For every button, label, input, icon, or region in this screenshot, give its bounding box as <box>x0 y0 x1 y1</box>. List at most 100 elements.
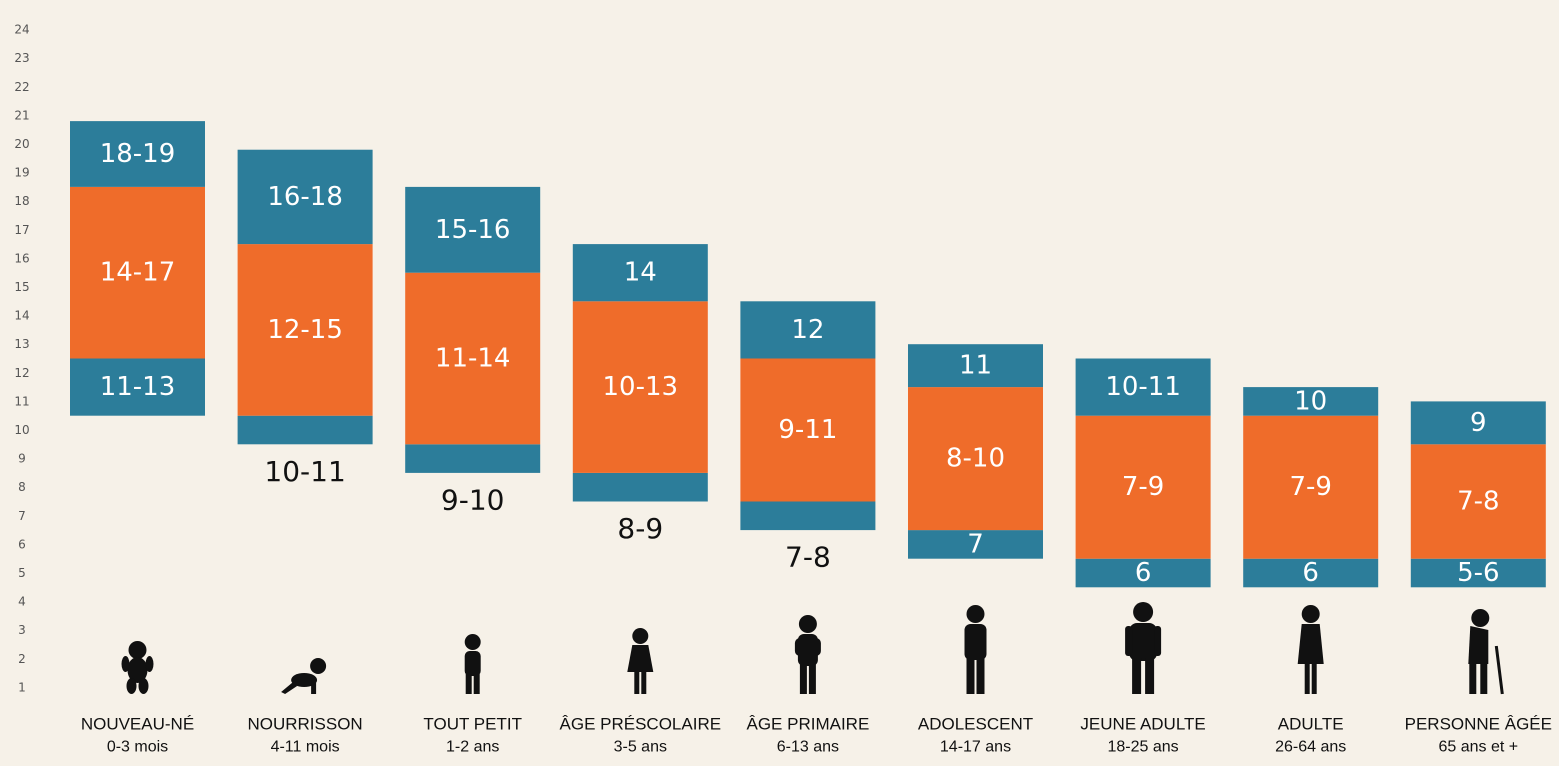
y-tick-label: 2 <box>18 652 26 666</box>
category-age-label: 65 ans et + <box>1438 739 1518 756</box>
newborn-leg-right <box>138 678 149 694</box>
category-name-label: TOUT PETIT <box>423 715 522 734</box>
recommended-segment <box>740 358 876 502</box>
category-name-label: NOURRISSON <box>247 715 362 734</box>
icons <box>121 602 1504 695</box>
category-age-label: 26-64 ans <box>1275 739 1346 756</box>
y-tick-label: 19 <box>14 166 29 180</box>
adult-icon <box>1297 605 1324 694</box>
recommended-range-label: 12-15 <box>267 315 343 345</box>
upper-acceptable-segment <box>1075 358 1211 416</box>
recommended-range-label: 11-14 <box>435 344 511 374</box>
lower-acceptable-segment <box>1075 558 1211 588</box>
bar-group: 10-11 7-9 6 <box>1075 358 1211 588</box>
recommended-segment <box>1243 415 1379 559</box>
recommended-range-label: 9-11 <box>778 415 837 445</box>
lower-range-label: 6 <box>1135 558 1152 588</box>
y-tick-label: 8 <box>18 480 26 494</box>
adult-head <box>1301 605 1320 623</box>
child-dress <box>627 645 654 672</box>
y-tick-label: 24 <box>14 23 29 37</box>
youngadult-arm-right <box>1154 626 1162 656</box>
elderly-cane <box>1494 645 1504 695</box>
lower-acceptable-segment <box>237 415 373 445</box>
teen-head <box>966 605 985 623</box>
newborn-head <box>128 641 147 659</box>
lower-acceptable-segment <box>70 358 205 416</box>
recommended-range-label: 8-10 <box>946 444 1005 474</box>
toddler-body <box>464 651 481 676</box>
recommended-range-label: 10-13 <box>603 372 679 402</box>
bar-group: 11 8-10 7 <box>908 344 1043 559</box>
lower-range-label: 6 <box>1302 558 1319 588</box>
upper-acceptable-segment <box>1410 401 1546 445</box>
y-tick-label: 22 <box>14 80 29 94</box>
baby-body <box>291 673 318 687</box>
y-tick-label: 11 <box>14 394 29 408</box>
category-age-label: 18-25 ans <box>1108 739 1179 756</box>
schoolchild-backpack <box>794 638 821 656</box>
y-tick-label: 4 <box>18 595 26 609</box>
upper-range-label: 11 <box>959 351 992 381</box>
young-adult-icon <box>1125 602 1162 694</box>
elderly-person-with-cane-icon <box>1468 609 1504 695</box>
category-name-label: PERSONNE ÂGÉE <box>1405 715 1552 734</box>
y-tick-label: 7 <box>18 509 26 523</box>
upper-range-label: 16-18 <box>267 182 343 212</box>
category-name-label: JEUNE ADULTE <box>1080 715 1205 734</box>
preschool-child-icon <box>627 628 654 694</box>
category-name-label: NOUVEAU-NÉ <box>81 715 194 734</box>
schoolchild-leg-right <box>808 664 816 694</box>
elderly-leg-right <box>1480 662 1488 694</box>
baby-head <box>310 658 327 674</box>
adult-body <box>1297 624 1324 664</box>
lower-range-label: 5-6 <box>1457 558 1499 588</box>
upper-range-label: 10 <box>1294 386 1327 416</box>
lower-range-label: 11-13 <box>100 372 176 402</box>
lower-acceptable-segment <box>405 444 541 473</box>
upper-acceptable-segment <box>405 186 541 273</box>
teenager-icon <box>964 605 987 694</box>
category-age-label: 6-13 ans <box>777 739 839 756</box>
bar-group: 18-19 14-17 11-13 <box>70 121 205 416</box>
y-tick-label: 5 <box>18 566 26 580</box>
baby-leg <box>281 682 298 694</box>
lower-range-label: 7 <box>967 529 984 559</box>
youngadult-body <box>1129 623 1158 661</box>
y-tick-label: 15 <box>14 280 29 294</box>
toddler-leg-right <box>473 674 480 694</box>
upper-range-label: 15-16 <box>435 215 511 245</box>
upper-range-label: 9 <box>1470 408 1487 438</box>
recommended-segment <box>1075 415 1211 559</box>
bar-group: 9 7-8 5-6 <box>1410 401 1546 588</box>
category-name-label: ÂGE PRIMAIRE <box>746 715 869 734</box>
category-name-label: ADOLESCENT <box>918 715 1033 734</box>
bar-group: 15-16 11-14 9-10 <box>405 186 541 516</box>
toddler-head <box>464 634 481 650</box>
recommended-range-label: 7-9 <box>1289 472 1331 502</box>
category-name-label: ADULTE <box>1278 715 1344 734</box>
lower-range-label-outside: 9-10 <box>441 483 505 516</box>
teen-leg-left <box>966 658 975 694</box>
youngadult-leg-left <box>1132 658 1142 694</box>
y-tick-label: 12 <box>14 366 29 380</box>
recommended-range-label: 7-9 <box>1122 472 1164 502</box>
newborn-body <box>127 657 148 683</box>
category-age-label: 1-2 ans <box>446 739 499 756</box>
bar-group: 16-18 12-15 10-11 <box>237 149 373 488</box>
upper-acceptable-segment <box>1243 387 1379 416</box>
y-tick-label: 21 <box>14 108 29 122</box>
y-tick-label: 1 <box>18 680 26 694</box>
child-head <box>632 628 649 644</box>
recommended-segment <box>1410 444 1546 559</box>
upper-range-label: 10-11 <box>1105 372 1181 402</box>
recommended-range-label: 7-8 <box>1457 487 1499 517</box>
adult-leg-right <box>1311 662 1317 694</box>
upper-range-label: 18-19 <box>100 139 176 169</box>
bar-group: 10 7-9 6 <box>1243 386 1379 588</box>
recommended-segment <box>572 301 708 473</box>
newborn-icon <box>121 641 154 694</box>
y-tick-label: 18 <box>14 194 29 208</box>
upper-acceptable-segment <box>572 244 708 302</box>
